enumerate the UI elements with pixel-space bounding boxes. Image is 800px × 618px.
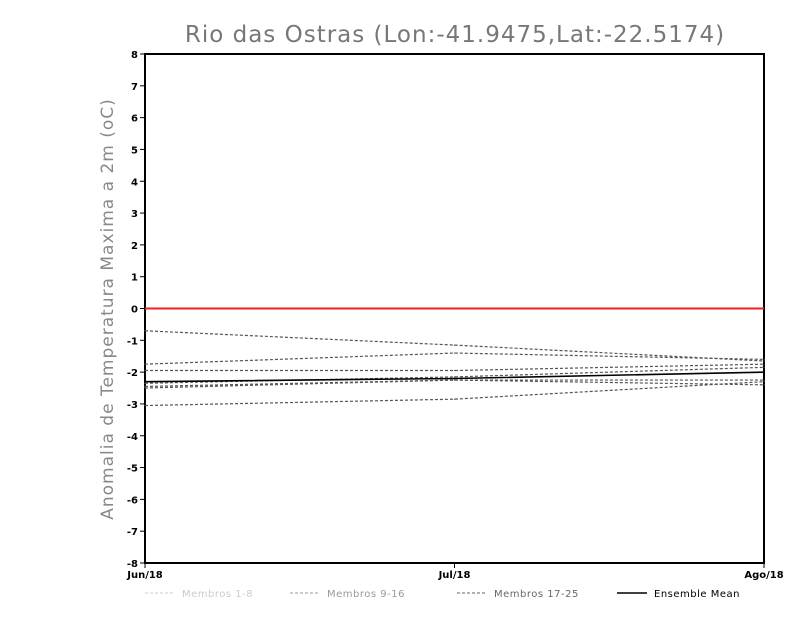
y-tick-label: 4 xyxy=(131,177,138,188)
member-data-point xyxy=(144,369,146,372)
member-data-point xyxy=(144,330,146,332)
y-tick-label: 0 xyxy=(131,305,138,316)
y-tick-label: -5 xyxy=(127,464,138,475)
y-tick-label: 8 xyxy=(131,50,138,61)
member-series-line xyxy=(145,363,765,372)
member-data-point xyxy=(763,379,765,381)
y-tick-label: -2 xyxy=(127,368,138,379)
member-data-point xyxy=(763,358,765,360)
y-tick-label: -4 xyxy=(127,432,138,443)
member-data-point xyxy=(763,363,765,365)
member-data-point xyxy=(144,363,146,365)
member-data-point xyxy=(453,352,456,354)
member-data-point xyxy=(763,360,765,362)
y-tick-label: 3 xyxy=(131,209,138,220)
legend-label: Membros 17-25 xyxy=(494,589,579,600)
member-data-point xyxy=(453,398,456,400)
x-tick-label: Jul/18 xyxy=(438,570,471,581)
legend-label: Membros 1-8 xyxy=(182,589,253,600)
member-series-line xyxy=(144,330,765,362)
member-data-point xyxy=(453,344,456,346)
y-tick-label: -8 xyxy=(127,559,138,570)
ensemble-mean-point xyxy=(144,380,146,383)
member-data-point xyxy=(144,382,146,384)
y-tick-label: 2 xyxy=(131,241,138,252)
y-tick-label: -7 xyxy=(127,527,138,538)
y-tick-label: 5 xyxy=(131,145,138,156)
x-tick-label: Jun/18 xyxy=(126,570,163,581)
member-data-point xyxy=(453,376,456,378)
member-data-point xyxy=(144,387,146,389)
y-tick-label: 7 xyxy=(131,82,138,93)
y-tick-label: -1 xyxy=(127,336,138,347)
member-series-line xyxy=(144,379,765,389)
legend-label: Membros 9-16 xyxy=(327,589,405,600)
member-data-point xyxy=(763,381,765,383)
x-axis-ticks: Jun/18 Jul/18 Ago/18 xyxy=(126,563,784,581)
y-tick-label: 1 xyxy=(131,273,138,284)
y-tick-label: -3 xyxy=(127,400,138,411)
ensemble-mean-point xyxy=(763,371,765,373)
member-series-line xyxy=(144,379,764,388)
member-data-point xyxy=(144,404,146,407)
y-axis-ticks: 8 7 6 5 4 3 2 1 0 -1 -2 -3 -4 -5 -6 -7 -8 xyxy=(127,50,145,570)
y-axis-label: Anomalia de Temperatura Maxima a 2m (oC) xyxy=(98,98,118,520)
member-data-point xyxy=(763,366,765,368)
member-data-point xyxy=(453,369,456,372)
member-data-point xyxy=(453,379,456,381)
y-tick-label: -6 xyxy=(127,495,138,506)
member-series-line xyxy=(144,366,765,384)
member-data-point xyxy=(144,385,146,388)
member-series-line xyxy=(144,381,765,407)
chart-title: Rio das Ostras (Lon:-41.9475,Lat:-22.517… xyxy=(185,22,725,48)
member-data-point xyxy=(763,384,765,386)
legend: Membros 1-8 Membros 9-16 Membros 17-25 Ense… xyxy=(145,589,740,600)
series-group xyxy=(144,307,765,407)
member-series-line xyxy=(144,352,765,365)
x-tick-label: Ago/18 xyxy=(744,570,783,581)
y-tick-label: 6 xyxy=(131,114,138,125)
ensemble-mean-point xyxy=(453,377,456,380)
legend-label: Ensemble Mean xyxy=(654,589,740,600)
